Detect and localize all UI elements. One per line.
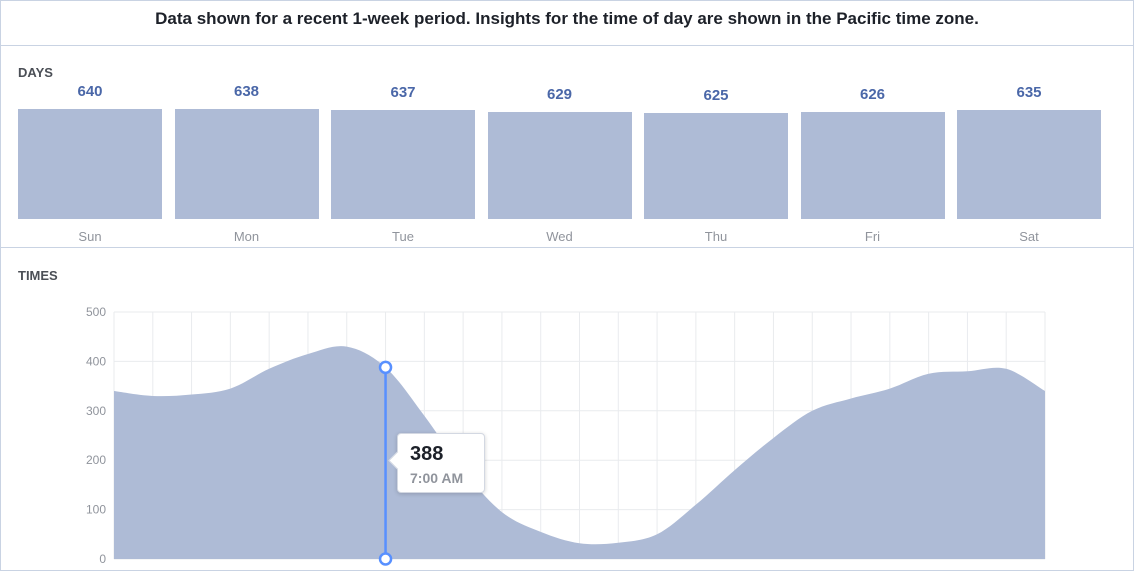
period-note: Data shown for a recent 1-week period. I… (1, 1, 1133, 46)
times-data-point (733, 468, 737, 472)
day-name-label: Sun (78, 229, 102, 244)
times-data-point (228, 387, 232, 391)
times-data-point (1004, 367, 1008, 371)
times-data-point (927, 372, 931, 376)
times-area-series (114, 346, 1045, 559)
day-value-label: 640 (77, 83, 103, 100)
day-column-sun[interactable]: 640 Sun (18, 1, 162, 251)
day-value-label: 635 (1016, 84, 1042, 101)
y-tick-label: 200 (86, 453, 106, 467)
times-data-point (267, 367, 271, 371)
day-column-tue[interactable]: 637 Tue (331, 1, 475, 251)
day-name-label: Tue (392, 229, 414, 244)
y-tick-label: 400 (86, 354, 106, 368)
day-column-sat[interactable]: 635 Sat (957, 1, 1101, 251)
day-bar[interactable] (331, 110, 475, 219)
tooltip-time: 7:00 AM (410, 470, 464, 486)
day-column-thu[interactable]: 625 Thu (644, 1, 788, 251)
y-tick-label: 100 (86, 503, 106, 517)
times-data-point (306, 352, 310, 356)
tooltip-value: 388 (410, 443, 444, 465)
day-name-label: Fri (864, 229, 881, 244)
times-data-point (539, 530, 543, 534)
day-column-wed[interactable]: 629 Wed (487, 1, 632, 251)
times-data-point (422, 414, 426, 418)
day-value-label: 629 (546, 86, 573, 103)
day-value-label: 625 (703, 87, 729, 104)
day-value-label: 637 (390, 84, 416, 101)
day-name-label: Thu (704, 229, 728, 244)
day-value-label: 626 (859, 86, 886, 103)
times-data-point (151, 394, 155, 398)
hover-tooltip: 388 7:00 AM (388, 433, 485, 493)
day-value-label: 638 (233, 83, 260, 100)
y-tick-label: 500 (86, 305, 106, 319)
day-name-label: Wed (546, 229, 573, 244)
day-bar[interactable] (800, 112, 945, 219)
day-bar[interactable] (174, 109, 319, 219)
times-data-point (500, 510, 504, 514)
y-tick-label: 0 (99, 552, 106, 566)
day-name-label: Sat (1019, 229, 1039, 244)
day-bar[interactable] (957, 110, 1101, 219)
highlight-point-bottom (378, 552, 393, 566)
times-section-label: TIMES (18, 268, 58, 283)
times-data-point (1043, 389, 1047, 393)
day-column-fri[interactable]: 626 Fri (800, 1, 945, 251)
times-data-point (965, 369, 969, 373)
times-data-point (849, 396, 853, 400)
day-column-mon[interactable]: 638 Mon (174, 1, 319, 251)
times-data-point (655, 532, 659, 536)
days-section-label: DAYS (18, 65, 53, 80)
highlight-point-top (378, 360, 393, 375)
times-data-point (771, 436, 775, 440)
day-bar[interactable] (487, 112, 632, 219)
times-data-point (190, 392, 194, 396)
times-data-point (888, 387, 892, 391)
section-divider (1, 247, 1133, 248)
times-data-point (616, 541, 620, 545)
times-data-point (345, 345, 349, 349)
times-data-point (694, 503, 698, 507)
day-bar[interactable] (18, 109, 162, 219)
times-data-point (112, 389, 116, 393)
times-data-point (578, 541, 582, 545)
day-name-label: Mon (233, 229, 260, 244)
day-bar[interactable] (644, 113, 788, 219)
times-data-point (810, 409, 814, 413)
y-tick-label: 300 (86, 404, 106, 418)
